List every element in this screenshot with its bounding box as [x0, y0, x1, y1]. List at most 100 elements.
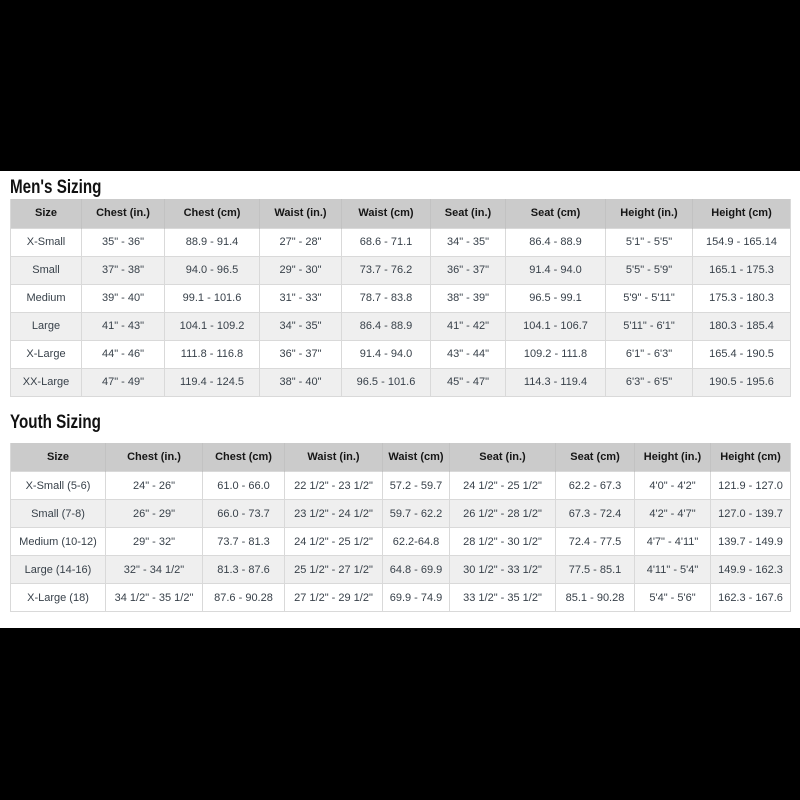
- measurement-cell: 94.0 - 96.5: [164, 255, 260, 284]
- sizing-content: Men's Sizing Size Chest (in.) Chest (cm) Wa…: [0, 171, 800, 628]
- measurement-cell: 34" - 35": [430, 227, 506, 256]
- column-header: Waist (in.): [259, 199, 342, 228]
- measurement-cell: 29" - 30": [259, 255, 342, 284]
- measurement-cell: 77.5 - 85.1: [555, 555, 635, 584]
- measurement-cell: 41" - 42": [430, 311, 506, 340]
- measurement-cell: 4'2" - 4'7": [634, 499, 711, 528]
- measurement-cell: 36" - 37": [430, 255, 506, 284]
- column-header: Waist (in.): [284, 442, 383, 472]
- youth-sizing-title: Youth Sizing: [10, 412, 790, 434]
- bottom-black-bar: [0, 628, 800, 800]
- mens-sizing-title: Men's Sizing: [10, 177, 790, 199]
- measurement-cell: 35" - 36": [81, 227, 165, 256]
- measurement-cell: 57.2 - 59.7: [382, 471, 450, 500]
- table-header-row: Size Chest (in.) Chest (cm) Waist (in.) Wais…: [10, 199, 791, 228]
- measurement-cell: 165.1 - 175.3: [692, 255, 791, 284]
- measurement-cell: 73.7 - 81.3: [202, 527, 285, 556]
- youth-sizing-title-text: Youth Sizing: [10, 411, 101, 433]
- youth-sizing-table: Size Chest (in.) Chest (cm) Waist (in.) Wais…: [10, 442, 791, 612]
- column-header: Size: [10, 442, 106, 472]
- measurement-cell: 69.9 - 74.9: [382, 583, 450, 612]
- measurement-cell: 31" - 33": [259, 283, 342, 312]
- measurement-cell: 44" - 46": [81, 339, 165, 368]
- measurement-cell: 29" - 32": [105, 527, 203, 556]
- table-row: XX-Large 47" - 49" 119.4 - 124.5 38" - 40" 9…: [10, 367, 791, 396]
- measurement-cell: 86.4 - 88.9: [505, 227, 606, 256]
- size-label-cell: X-Large: [10, 339, 82, 368]
- measurement-cell: 96.5 - 99.1: [505, 283, 606, 312]
- measurement-cell: 81.3 - 87.6: [202, 555, 285, 584]
- column-header: Waist (cm): [382, 442, 450, 472]
- mens-sizing-table: Size Chest (in.) Chest (cm) Waist (in.) Wais…: [10, 199, 791, 397]
- measurement-cell: 114.3 - 119.4: [505, 367, 606, 396]
- measurement-cell: 47" - 49": [81, 367, 165, 396]
- size-label-cell: Large (14-16): [10, 555, 106, 584]
- measurement-cell: 22 1/2" - 23 1/2": [284, 471, 383, 500]
- measurement-cell: 34" - 35": [259, 311, 342, 340]
- measurement-cell: 27 1/2" - 29 1/2": [284, 583, 383, 612]
- table-row: X-Small (5-6) 24" - 26" 61.0 - 66.0 22 1/2"…: [10, 471, 791, 500]
- measurement-cell: 24" - 26": [105, 471, 203, 500]
- measurement-cell: 5'11" - 6'1": [605, 311, 693, 340]
- measurement-cell: 26" - 29": [105, 499, 203, 528]
- measurement-cell: 91.4 - 94.0: [341, 339, 431, 368]
- measurement-cell: 121.9 - 127.0: [710, 471, 791, 500]
- column-header: Seat (cm): [555, 442, 635, 472]
- column-header: Chest (in.): [105, 442, 203, 472]
- measurement-cell: 104.1 - 106.7: [505, 311, 606, 340]
- measurement-cell: 87.6 - 90.28: [202, 583, 285, 612]
- column-header: Size: [10, 199, 82, 228]
- measurement-cell: 66.0 - 73.7: [202, 499, 285, 528]
- measurement-cell: 149.9 - 162.3: [710, 555, 791, 584]
- measurement-cell: 34 1/2" - 35 1/2": [105, 583, 203, 612]
- measurement-cell: 175.3 - 180.3: [692, 283, 791, 312]
- size-label-cell: XX-Large: [10, 367, 82, 396]
- measurement-cell: 165.4 - 190.5: [692, 339, 791, 368]
- measurement-cell: 154.9 - 165.14: [692, 227, 791, 256]
- measurement-cell: 4'7" - 4'11": [634, 527, 711, 556]
- size-label-cell: X-Small (5-6): [10, 471, 106, 500]
- measurement-cell: 99.1 - 101.6: [164, 283, 260, 312]
- measurement-cell: 96.5 - 101.6: [341, 367, 431, 396]
- table-row: Medium (10-12) 29" - 32" 73.7 - 81.3 24 1/2…: [10, 527, 791, 556]
- table-row: X-Large 44" - 46" 111.8 - 116.8 36" - 37" 91…: [10, 339, 791, 368]
- measurement-cell: 4'0" - 4'2": [634, 471, 711, 500]
- measurement-cell: 28 1/2" - 30 1/2": [449, 527, 556, 556]
- column-header: Seat (in.): [430, 199, 506, 228]
- measurement-cell: 41" - 43": [81, 311, 165, 340]
- measurement-cell: 73.7 - 76.2: [341, 255, 431, 284]
- measurement-cell: 109.2 - 111.8: [505, 339, 606, 368]
- measurement-cell: 139.7 - 149.9: [710, 527, 791, 556]
- table-row: X-Large (18) 34 1/2" - 35 1/2" 87.6 - 90.2…: [10, 583, 791, 612]
- measurement-cell: 32" - 34 1/2": [105, 555, 203, 584]
- measurement-cell: 180.3 - 185.4: [692, 311, 791, 340]
- measurement-cell: 24 1/2" - 25 1/2": [284, 527, 383, 556]
- measurement-cell: 38" - 39": [430, 283, 506, 312]
- column-header: Chest (in.): [81, 199, 165, 228]
- column-header: Chest (cm): [164, 199, 260, 228]
- measurement-cell: 6'3" - 6'5": [605, 367, 693, 396]
- measurement-cell: 67.3 - 72.4: [555, 499, 635, 528]
- measurement-cell: 86.4 - 88.9: [341, 311, 431, 340]
- measurement-cell: 5'5" - 5'9": [605, 255, 693, 284]
- size-label-cell: Large: [10, 311, 82, 340]
- table-row: Small 37" - 38" 94.0 - 96.5 29" - 30" 73.7 -…: [10, 255, 791, 284]
- table-row: Medium 39" - 40" 99.1 - 101.6 31" - 33" 78.7…: [10, 283, 791, 312]
- measurement-cell: 24 1/2" - 25 1/2": [449, 471, 556, 500]
- size-label-cell: Small (7-8): [10, 499, 106, 528]
- column-header: Chest (cm): [202, 442, 285, 472]
- measurement-cell: 111.8 - 116.8: [164, 339, 260, 368]
- measurement-cell: 62.2-64.8: [382, 527, 450, 556]
- size-label-cell: X-Large (18): [10, 583, 106, 612]
- size-label-cell: Medium (10-12): [10, 527, 106, 556]
- measurement-cell: 6'1" - 6'3": [605, 339, 693, 368]
- measurement-cell: 38" - 40": [259, 367, 342, 396]
- size-label-cell: Medium: [10, 283, 82, 312]
- table-row: Large (14-16) 32" - 34 1/2" 81.3 - 87.6 25 …: [10, 555, 791, 584]
- measurement-cell: 72.4 - 77.5: [555, 527, 635, 556]
- table-row: Small (7-8) 26" - 29" 66.0 - 73.7 23 1/2" -…: [10, 499, 791, 528]
- column-header: Seat (in.): [449, 442, 556, 472]
- measurement-cell: 25 1/2" - 27 1/2": [284, 555, 383, 584]
- measurement-cell: 39" - 40": [81, 283, 165, 312]
